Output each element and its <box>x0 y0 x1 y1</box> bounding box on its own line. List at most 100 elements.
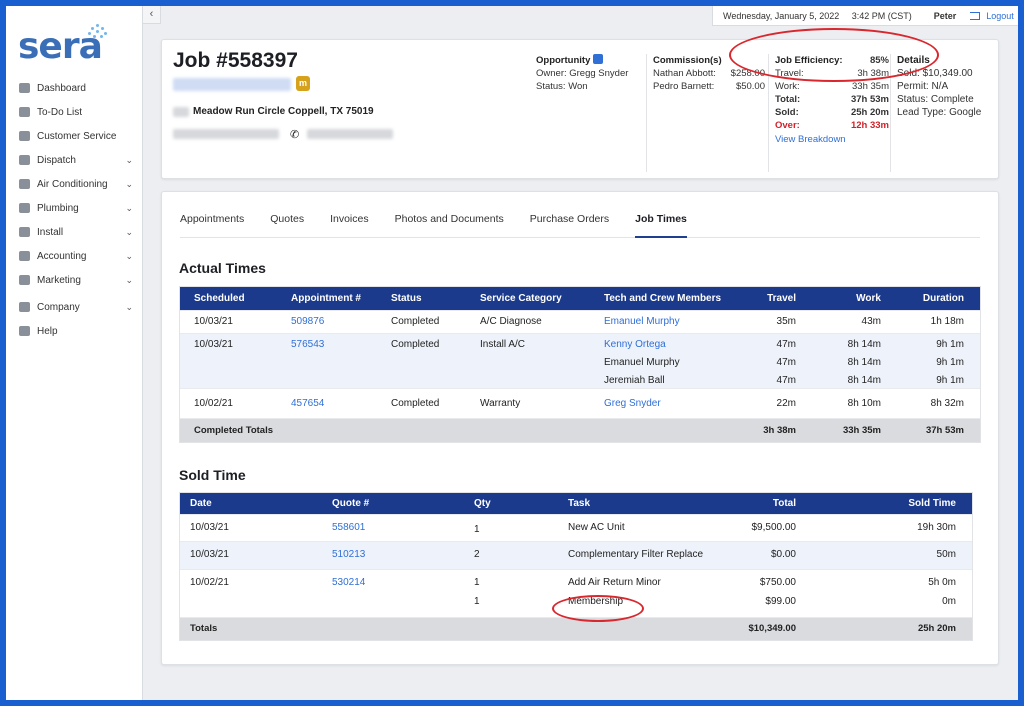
quantity: 1 <box>474 596 480 607</box>
quantity: 1 <box>474 577 480 588</box>
appointment-status: Completed <box>391 398 440 409</box>
totals-label: Completed Totals <box>194 425 273 436</box>
appointment-link[interactable]: 509876 <box>291 316 325 327</box>
total-sold-time: 25h 20m <box>917 623 956 634</box>
tech-name[interactable]: Emanuel Murphy <box>604 316 680 327</box>
user-name[interactable]: Peter <box>933 10 957 21</box>
wrench-icon <box>19 203 30 213</box>
details-lead-type: Lead Type: Google <box>897 107 982 118</box>
total-work: 33h 35m <box>842 425 881 436</box>
travel-label: Travel: <box>775 68 804 79</box>
sidebar-item-customer-service[interactable]: Customer Service <box>6 124 143 148</box>
tech-name[interactable]: Greg Snyder <box>604 398 661 409</box>
travel-time: 47m <box>776 339 796 350</box>
chevron-down-icon: ⌄ <box>125 275 133 285</box>
job-summary-card: Job #558397 m Meadow Run Circle Coppell,… <box>161 28 999 179</box>
work-time: 8h 14m <box>847 375 881 386</box>
sidebar-item-to-do-list[interactable]: To-Do List <box>6 100 143 124</box>
tab-appointments[interactable]: Appointments <box>180 213 245 225</box>
tab-bar: Appointments Quotes Invoices Photos and Doc… <box>180 212 980 238</box>
appointment-link[interactable]: 576543 <box>291 339 325 350</box>
sidebar-item-install[interactable]: Install ⌄ <box>6 220 143 244</box>
column-header: Appointment # <box>291 293 361 304</box>
sidebar-item-accounting[interactable]: Accounting ⌄ <box>6 244 143 268</box>
building-icon <box>19 302 30 312</box>
quote-link[interactable]: 530214 <box>332 577 366 588</box>
tab-quotes[interactable]: Quotes <box>270 213 305 225</box>
app-window: sera Dashboard To-Do List Customer Service… <box>6 6 1018 700</box>
opportunity-heading: Opportunity <box>536 55 591 66</box>
sidebar-item-label: Company <box>37 301 80 313</box>
commission-amount: $50.00 <box>735 81 765 92</box>
work-time: 8h 10m <box>847 398 881 409</box>
sidebar-item-company[interactable]: Company ⌄ <box>6 295 143 319</box>
quote-link[interactable]: 510213 <box>332 549 366 560</box>
appointment-link[interactable]: 457654 <box>291 398 325 409</box>
sidebar-item-dashboard[interactable]: Dashboard <box>6 76 143 100</box>
commission-row: Pedro Barnett: $50.00 <box>653 80 765 93</box>
efficiency-heading: Job Efficiency: <box>775 55 843 66</box>
table-header: Date Quote # Qty Task Total Sold Time <box>180 493 972 514</box>
job-details-card: Appointments Quotes Invoices Photos and Doc… <box>161 191 999 665</box>
service-category: A/C Diagnose <box>480 316 542 327</box>
duration-time: 9h 1m <box>936 339 964 350</box>
sidebar-item-plumbing[interactable]: Plumbing ⌄ <box>6 196 143 220</box>
tech-name[interactable]: Kenny Ortega <box>604 339 666 350</box>
tech-name: Jeremiah Ball <box>604 375 665 386</box>
task-name: Membership <box>568 596 624 607</box>
appointment-status: Completed <box>391 339 440 350</box>
column-header: Work <box>856 293 881 304</box>
chevron-down-icon: ⌄ <box>125 179 133 189</box>
sidebar-item-label: Accounting <box>37 250 87 262</box>
tab-job-times[interactable]: Job Times <box>635 212 687 238</box>
column-header: Task <box>568 498 591 509</box>
over-value: 12h 33m <box>850 120 889 131</box>
table-row: 10/02/21 530214 1 Add Air Return Minor $750.… <box>180 569 972 617</box>
tab-purchase-orders[interactable]: Purchase Orders <box>529 213 610 225</box>
details-sold: Sold: $10,349.00 <box>897 68 973 79</box>
chevron-down-icon: ⌄ <box>125 203 133 213</box>
job-efficiency-block: Job Efficiency: 85% Travel: 3h 38m Work: 33… <box>768 54 890 172</box>
sidebar-item-label: Dashboard <box>37 82 86 94</box>
details-permit: Permit: N/A <box>897 81 949 92</box>
tab-photos-and-documents[interactable]: Photos and Documents <box>394 213 504 225</box>
collapse-sidebar-button[interactable]: ‹ <box>143 6 161 24</box>
sidebar-item-help[interactable]: Help <box>6 319 143 343</box>
quote-date: 10/03/21 <box>190 549 229 560</box>
column-header: Sold Time <box>908 498 956 509</box>
megaphone-icon <box>19 275 30 285</box>
commissions-heading: Commission(s) <box>653 55 722 66</box>
phone-icon: ✆ <box>290 129 300 141</box>
dashboard-icon <box>19 83 30 93</box>
column-header: Travel <box>767 293 796 304</box>
task-name: Add Air Return Minor <box>568 577 661 588</box>
view-breakdown-link[interactable]: View Breakdown <box>775 134 846 145</box>
sidebar-item-marketing[interactable]: Marketing ⌄ <box>6 268 143 292</box>
task-name: New AC Unit <box>568 522 625 533</box>
totals-label: Totals <box>190 623 218 634</box>
edit-icon[interactable] <box>593 54 604 64</box>
task-total: $750.00 <box>759 577 796 588</box>
tools-icon <box>19 227 30 237</box>
service-category: Warranty <box>480 398 521 409</box>
opportunity-status: Status: Won <box>536 81 588 92</box>
page-title: Job #558397 <box>173 49 298 72</box>
scheduled-date: 10/03/21 <box>194 339 233 350</box>
membership-badge-icon[interactable]: m <box>296 76 310 91</box>
headset-icon <box>19 131 30 141</box>
sold-time: 5h 0m <box>928 577 956 588</box>
sidebar-item-dispatch[interactable]: Dispatch ⌄ <box>6 148 143 172</box>
total-label: Total: <box>775 94 801 105</box>
logout-link[interactable]: Logout <box>970 11 1014 21</box>
email-redacted <box>173 129 279 139</box>
logout-label: Logout <box>986 10 1014 21</box>
totals-row: Completed Totals 3h 38m 33h 35m 37h 53m <box>180 418 980 442</box>
sidebar-item-air-conditioning[interactable]: Air Conditioning ⌄ <box>6 172 143 196</box>
tab-invoices[interactable]: Invoices <box>330 213 369 225</box>
work-value: 33h 35m <box>852 81 889 92</box>
column-header: Status <box>391 293 422 304</box>
opportunity-block: Opportunity Owner: Gregg Snyder Status: … <box>536 54 628 93</box>
quote-link[interactable]: 558601 <box>332 522 366 533</box>
quantity: 1 <box>474 524 480 535</box>
chevron-down-icon: ⌄ <box>125 251 133 261</box>
